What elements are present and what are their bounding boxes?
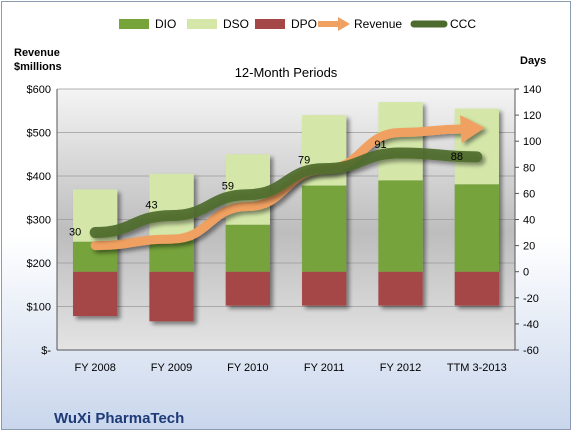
lines <box>89 115 485 251</box>
legend-arrowhead <box>338 17 350 31</box>
legend-item: DIO <box>119 17 176 31</box>
y-right-tick-label: -40 <box>523 319 539 331</box>
legend-label: DPO <box>291 17 317 31</box>
legend-item: CCC <box>410 17 476 31</box>
x-tick-label: FY 2008 <box>74 362 115 374</box>
legend: DIO DSO DPO Revenue CCC <box>119 17 476 31</box>
bar-dpo <box>378 271 423 306</box>
ccc-data-label: 91 <box>374 139 386 151</box>
y-right-tick-label: 140 <box>523 84 541 96</box>
bar-dpo <box>225 271 270 306</box>
bar-dso <box>378 102 423 181</box>
y-right-tick-label: 100 <box>523 136 541 148</box>
bar-stack <box>149 173 194 322</box>
bar-stack <box>302 115 347 306</box>
bar-dpo <box>149 271 194 322</box>
y-left-tick-label: $400 <box>27 171 51 183</box>
y-left-tick-label: $300 <box>27 215 51 227</box>
y-right-tick-label: 60 <box>523 188 535 200</box>
y-right-tick-label: 0 <box>523 267 529 279</box>
y-right-tick-label: 40 <box>523 215 535 227</box>
ccc-data-label: 59 <box>222 181 234 193</box>
bar-stack <box>73 189 118 317</box>
y-right-tick-label: 120 <box>523 110 541 122</box>
company-name: WuXi PharmaTech <box>54 410 184 427</box>
data-labels: 30 43 59 79 91 88 <box>69 139 463 239</box>
legend-label: DIO <box>155 17 176 31</box>
legend-item: DSO <box>187 17 249 31</box>
y-left-title-line1: Revenue <box>14 47 60 59</box>
x-tick-label: FY 2011 <box>304 362 345 374</box>
revenue-series <box>90 115 485 251</box>
legend-swatch <box>187 19 217 29</box>
bar-stack <box>378 102 423 306</box>
bar-dpo <box>73 271 118 317</box>
bar-dio <box>302 185 347 272</box>
y-left-tick-label: $600 <box>27 84 51 96</box>
legend-item: DPO <box>255 17 317 31</box>
x-tick-label: FY 2012 <box>380 362 421 374</box>
x-tick-label: TTM 3-2013 <box>447 362 507 374</box>
bar-stack <box>454 108 499 306</box>
revenue-arrowhead <box>460 115 485 144</box>
bar-dso <box>149 173 194 241</box>
y-right-tick-label: -60 <box>523 345 539 357</box>
ccc-data-label: 88 <box>451 151 463 163</box>
legend-item: Revenue <box>318 17 402 31</box>
y-left-tick-label: $- <box>41 345 51 357</box>
revenue-line <box>90 124 468 251</box>
y-left-title-line2: $millions <box>14 61 62 73</box>
y-right-tick-label: 20 <box>523 241 535 253</box>
legend-label: DSO <box>223 17 249 31</box>
y-right-title: Days <box>520 55 546 67</box>
y-left-tick-label: $100 <box>27 302 51 314</box>
y-right-tick-label: 80 <box>523 162 535 174</box>
bar-dpo <box>302 271 347 306</box>
ccc-series <box>89 147 483 239</box>
ccc-data-label: 30 <box>69 227 81 239</box>
x-tick-label: FY 2010 <box>227 362 268 374</box>
bar-dpo <box>454 271 499 306</box>
bar-stack <box>225 154 270 306</box>
bar-dio <box>225 224 270 272</box>
legend-label: Revenue <box>354 17 402 31</box>
axes: $- $100 $200 $300 $400 $500 $600 -60 -40 -20 0 20 40… <box>27 84 542 374</box>
legend-swatch <box>119 19 149 29</box>
ccc-line <box>89 147 483 239</box>
ccc-data-label: 79 <box>298 155 310 167</box>
y-left-tick-label: $200 <box>27 258 51 270</box>
y-left-tick-label: $500 <box>27 128 51 140</box>
bar-dio <box>454 184 499 272</box>
legend-label: CCC <box>450 17 476 31</box>
ccc-data-label: 43 <box>145 200 157 212</box>
bar-dio <box>378 180 423 272</box>
bar-dio <box>149 240 194 272</box>
chart-subtitle: 12-Month Periods <box>235 65 338 80</box>
legend-swatch <box>255 19 285 29</box>
x-tick-label: FY 2009 <box>151 362 192 374</box>
y-right-tick-label: -20 <box>523 293 539 305</box>
